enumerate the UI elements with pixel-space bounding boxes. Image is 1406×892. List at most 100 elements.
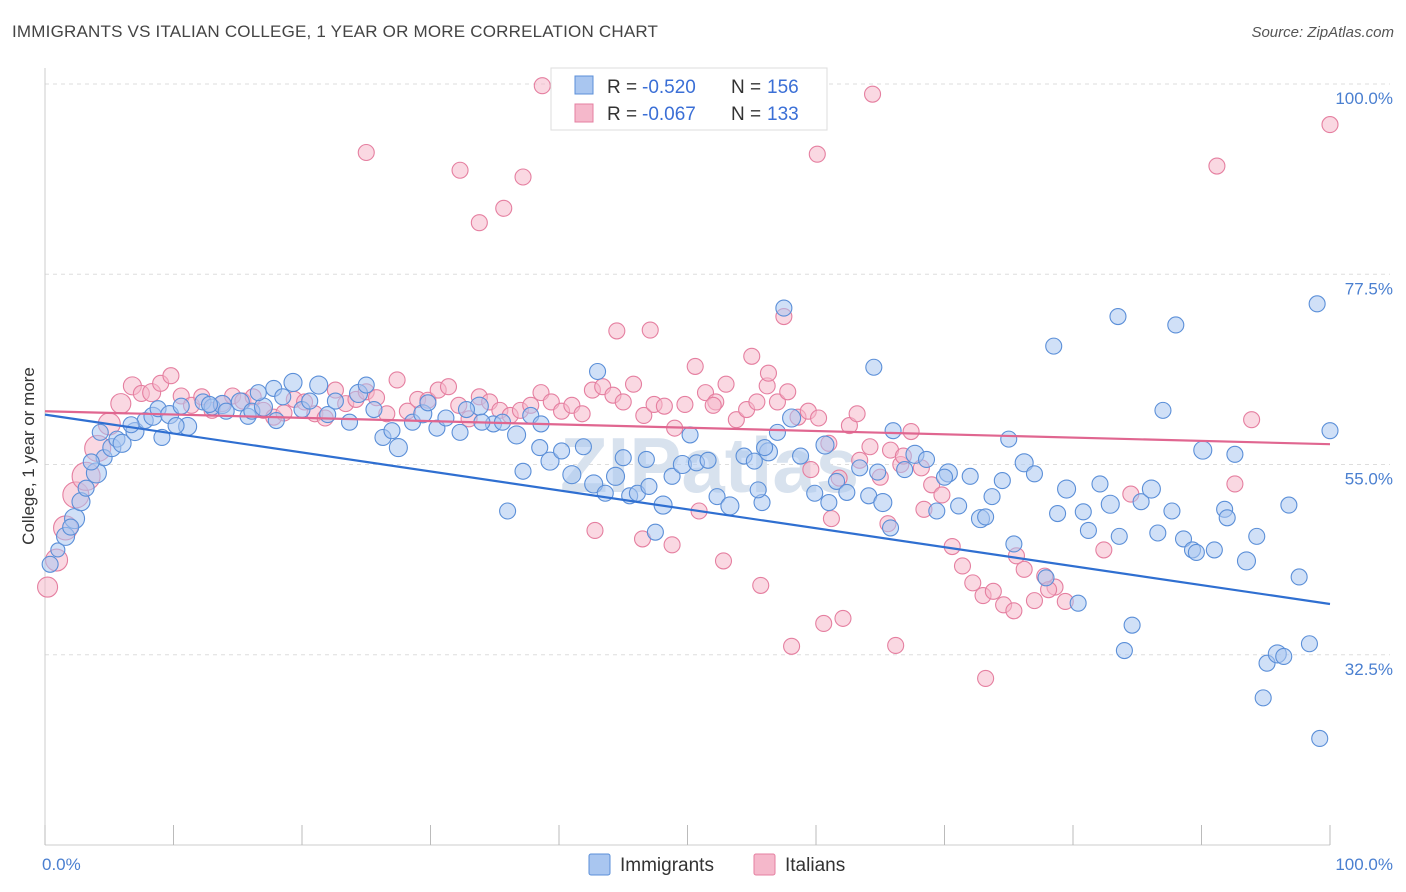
immigrants-point bbox=[301, 392, 319, 410]
immigrants-point bbox=[365, 400, 383, 419]
x-minor-ticks bbox=[44, 825, 1331, 845]
immigrants-point bbox=[200, 395, 219, 414]
y-tick-label: 100.0% bbox=[1335, 89, 1393, 108]
italians-point bbox=[808, 145, 826, 163]
immigrants-point bbox=[1074, 503, 1092, 521]
italians-point bbox=[37, 576, 59, 598]
italians-point bbox=[1005, 602, 1023, 620]
immigrants-point bbox=[388, 438, 408, 458]
italians-point bbox=[1095, 541, 1113, 559]
immigrants-point bbox=[1149, 524, 1167, 542]
legend-n-value: 133 bbox=[767, 104, 799, 125]
immigrants-point bbox=[588, 362, 607, 381]
immigrants-point bbox=[50, 542, 66, 558]
immigrants-point bbox=[1014, 453, 1034, 473]
immigrants-point bbox=[614, 449, 632, 467]
italians-point bbox=[655, 397, 673, 415]
immigrants-point bbox=[82, 453, 100, 471]
legend-swatch-immigrants bbox=[574, 75, 594, 95]
immigrants-point bbox=[708, 488, 726, 506]
immigrants-point bbox=[531, 439, 549, 457]
immigrants-point bbox=[775, 299, 793, 317]
italians-point bbox=[933, 486, 951, 504]
immigrants-point bbox=[340, 413, 359, 431]
italians-point bbox=[608, 322, 626, 340]
x-tick-label: 100.0% bbox=[1335, 855, 1393, 874]
italians-point bbox=[110, 393, 132, 415]
y-axis-label: College, 1 year or more bbox=[19, 367, 38, 545]
immigrants-point bbox=[283, 372, 303, 393]
immigrants-point bbox=[828, 472, 846, 490]
legend-r-value: -0.067 bbox=[642, 104, 696, 125]
immigrants-point bbox=[1174, 530, 1193, 548]
italians-point bbox=[887, 636, 905, 654]
immigrants-point bbox=[884, 422, 902, 440]
legend-n-label: N = bbox=[731, 104, 761, 125]
italians-point bbox=[439, 378, 458, 396]
immigrants-point bbox=[961, 467, 979, 485]
immigrants-point bbox=[663, 467, 681, 485]
italians-point bbox=[953, 557, 972, 575]
italians-point bbox=[717, 375, 735, 393]
immigrants-point bbox=[768, 423, 787, 441]
immigrants-point bbox=[112, 433, 132, 453]
italians-point bbox=[822, 510, 840, 528]
immigrants-point bbox=[540, 451, 560, 471]
italians-point bbox=[977, 669, 995, 687]
immigrants-point bbox=[1205, 541, 1223, 559]
immigrants-point bbox=[1100, 494, 1120, 514]
y-tick-label: 77.5% bbox=[1345, 279, 1393, 298]
italians-point bbox=[1321, 116, 1339, 134]
immigrants-point bbox=[562, 465, 582, 485]
immigrants-point bbox=[1069, 594, 1087, 612]
y-tick-label: 32.5% bbox=[1345, 660, 1393, 679]
legend-frame bbox=[550, 67, 828, 131]
immigrants-point bbox=[838, 483, 856, 501]
immigrants-point bbox=[928, 502, 946, 520]
italians-point bbox=[923, 476, 941, 494]
immigrants-point bbox=[309, 375, 329, 395]
series-legend: Immigrants Italians bbox=[588, 853, 845, 876]
legend-r-label: R = bbox=[607, 104, 637, 125]
immigrants-point bbox=[1187, 543, 1205, 561]
immigrants-point bbox=[1226, 445, 1244, 463]
immigrants-point bbox=[274, 388, 292, 406]
immigrants-point bbox=[1110, 527, 1128, 545]
italians-point bbox=[663, 536, 681, 554]
immigrants-point bbox=[1123, 616, 1141, 634]
italians-point bbox=[641, 321, 659, 339]
immigrants-point bbox=[756, 439, 774, 457]
immigrants-point bbox=[1132, 493, 1150, 511]
x-tick-label: 0.0% bbox=[42, 855, 81, 874]
immigrants-point bbox=[792, 447, 810, 465]
italians-point bbox=[388, 371, 406, 389]
immigrants-point bbox=[41, 555, 59, 573]
italians-point bbox=[1243, 411, 1261, 429]
immigrants-point bbox=[357, 376, 375, 394]
immigrants-point bbox=[1163, 502, 1181, 520]
immigrants-point bbox=[699, 451, 717, 469]
grid-lines bbox=[45, 83, 1390, 656]
legend-n-value: 156 bbox=[767, 77, 799, 98]
immigrants-trend-line bbox=[44, 413, 1331, 606]
immigrants-point bbox=[1311, 729, 1329, 748]
immigrants-point bbox=[1049, 504, 1067, 523]
immigrants-point bbox=[326, 392, 344, 410]
immigrants-point bbox=[1236, 551, 1257, 571]
immigrants-point bbox=[950, 497, 968, 515]
italians-point bbox=[451, 161, 469, 179]
immigrants-point bbox=[499, 502, 517, 520]
italians-point bbox=[752, 576, 770, 594]
immigrants-point bbox=[637, 450, 655, 468]
italians-point bbox=[1208, 157, 1226, 175]
italians-point bbox=[614, 393, 632, 411]
italians-point bbox=[533, 77, 551, 95]
italians-point bbox=[624, 375, 643, 393]
immigrants-point bbox=[1275, 647, 1293, 665]
italians-point bbox=[759, 364, 778, 382]
immigrants-point bbox=[1167, 316, 1185, 334]
immigrants-point bbox=[749, 481, 767, 499]
italians-point bbox=[768, 393, 787, 411]
immigrants-point bbox=[1091, 475, 1109, 493]
italians-point bbox=[863, 85, 882, 103]
